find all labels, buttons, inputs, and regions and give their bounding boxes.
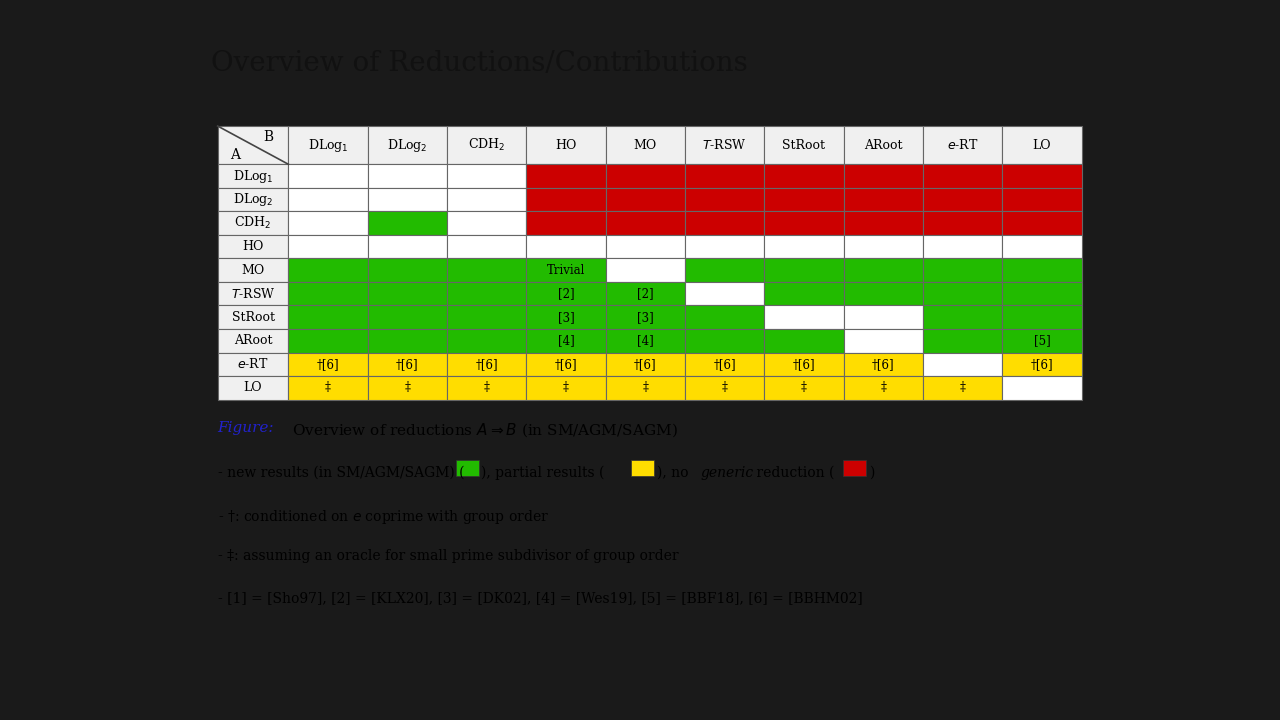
Text: [3]: [3] xyxy=(558,311,575,324)
Text: [1]: [1] xyxy=(637,193,654,206)
Text: †[6]: †[6] xyxy=(396,358,419,371)
Text: DLog$_1$: DLog$_1$ xyxy=(307,137,348,153)
Text: $e$-RT: $e$-RT xyxy=(947,138,978,152)
Text: [1]: [1] xyxy=(876,193,892,206)
Text: [1]: [1] xyxy=(796,170,813,183)
Text: - new results (in SM/AGM/SAGM) (: - new results (in SM/AGM/SAGM) ( xyxy=(218,466,465,480)
Text: †[6]: †[6] xyxy=(713,358,736,371)
Text: ‡: ‡ xyxy=(484,382,490,395)
Text: HO: HO xyxy=(556,139,577,152)
Text: [1]: [1] xyxy=(717,193,733,206)
Text: ): ) xyxy=(869,466,874,480)
Text: †[6]: †[6] xyxy=(1030,358,1053,371)
Text: [1]: [1] xyxy=(796,193,813,206)
Text: [1]: [1] xyxy=(1034,217,1051,230)
Text: LO: LO xyxy=(1033,139,1051,152)
Text: DLog$_2$: DLog$_2$ xyxy=(233,191,274,208)
Text: Overview of Reductions/Contributions: Overview of Reductions/Contributions xyxy=(211,50,748,77)
Text: B: B xyxy=(264,130,274,144)
Text: ‡: ‡ xyxy=(643,382,649,395)
Text: †[6]: †[6] xyxy=(316,358,339,371)
Text: [1]: [1] xyxy=(637,217,654,230)
Text: †[6]: †[6] xyxy=(554,358,577,371)
Text: $T$-RSW: $T$-RSW xyxy=(230,287,275,301)
Text: MO: MO xyxy=(634,139,657,152)
Text: ‡: ‡ xyxy=(801,382,806,395)
Text: [1]: [1] xyxy=(558,193,575,206)
Text: - [1] = [Sho97], [2] = [KLX20], [3] = [DK02], [4] = [Wes19], [5] = [BBF18], [6] : - [1] = [Sho97], [2] = [KLX20], [3] = [D… xyxy=(218,591,863,605)
Text: [1]: [1] xyxy=(955,170,972,183)
Text: Trivial: Trivial xyxy=(547,264,585,276)
Text: [1]: [1] xyxy=(1034,170,1051,183)
Text: StRoot: StRoot xyxy=(782,139,826,152)
Text: HO: HO xyxy=(242,240,264,253)
Text: DLog$_1$: DLog$_1$ xyxy=(233,168,274,184)
Text: ‡: ‡ xyxy=(404,382,411,395)
Text: †[6]: †[6] xyxy=(475,358,498,371)
Text: [1]: [1] xyxy=(717,217,733,230)
Text: Overview of reductions $A \Rightarrow B$ (in SM/AGM/SAGM): Overview of reductions $A \Rightarrow B$… xyxy=(292,421,677,439)
Text: [1]: [1] xyxy=(637,170,654,183)
Text: CDH$_2$: CDH$_2$ xyxy=(234,215,271,231)
Text: ‡: ‡ xyxy=(325,382,332,395)
Text: [1]: [1] xyxy=(1034,193,1051,206)
Text: ‡: ‡ xyxy=(960,382,965,395)
Text: - †: conditioned on $e$ coprime with group order: - †: conditioned on $e$ coprime with gro… xyxy=(218,508,549,526)
Text: ‡: ‡ xyxy=(563,382,570,395)
Text: †[6]: †[6] xyxy=(792,358,815,371)
Text: †[6]: †[6] xyxy=(634,358,657,371)
Text: [1]: [1] xyxy=(955,217,972,230)
Text: MO: MO xyxy=(242,264,265,276)
Text: ARoot: ARoot xyxy=(234,334,273,347)
Text: reduction (: reduction ( xyxy=(753,466,835,480)
Text: [4]: [4] xyxy=(637,334,654,347)
Text: ), no: ), no xyxy=(657,466,692,480)
Text: - ‡: assuming an oracle for small prime subdivisor of group order: - ‡: assuming an oracle for small prime … xyxy=(218,549,678,563)
Text: ARoot: ARoot xyxy=(864,139,902,152)
Text: StRoot: StRoot xyxy=(232,311,274,324)
Text: [1]: [1] xyxy=(876,170,892,183)
Text: ), partial results (: ), partial results ( xyxy=(481,466,604,480)
Text: [2]: [2] xyxy=(637,287,654,300)
Text: A: A xyxy=(230,148,241,162)
Text: [1]: [1] xyxy=(955,193,972,206)
Text: $e$-RT: $e$-RT xyxy=(237,357,269,372)
Text: LO: LO xyxy=(243,382,262,395)
Text: [1]: [1] xyxy=(796,217,813,230)
Text: Figure:: Figure: xyxy=(218,421,274,435)
Text: [1]: [1] xyxy=(558,170,575,183)
Text: †[6]: †[6] xyxy=(872,358,895,371)
Text: [1]: [1] xyxy=(717,170,733,183)
Text: [2]: [2] xyxy=(558,287,575,300)
Text: generic: generic xyxy=(701,466,754,480)
Text: DLog$_2$: DLog$_2$ xyxy=(387,137,428,153)
Text: CDH$_2$: CDH$_2$ xyxy=(468,137,506,153)
Text: [4]: [4] xyxy=(558,334,575,347)
Text: [1]: [1] xyxy=(558,217,575,230)
Text: ‡: ‡ xyxy=(722,382,728,395)
Text: [1]: [1] xyxy=(876,217,892,230)
Text: [5]: [5] xyxy=(1033,334,1051,347)
Text: $T$-RSW: $T$-RSW xyxy=(703,138,748,152)
Text: ‡: ‡ xyxy=(881,382,886,395)
Text: [3]: [3] xyxy=(637,311,654,324)
